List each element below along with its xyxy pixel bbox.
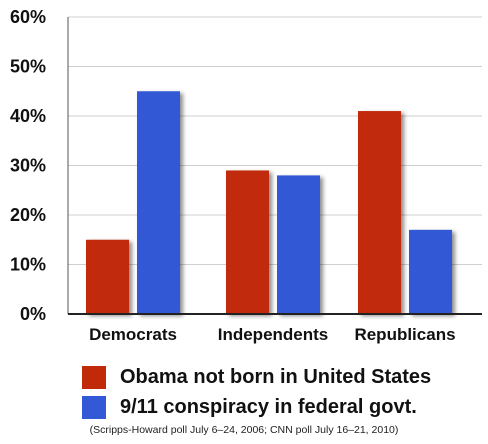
bar-obama-democrats — [86, 239, 129, 314]
x-tick-label: Independents — [218, 325, 329, 344]
legend-swatch-911 — [82, 395, 106, 419]
legend: Obama not born in United States 9/11 con… — [82, 363, 431, 423]
y-tick-label: 50% — [10, 57, 46, 77]
source-note: (Scripps-Howard poll July 6–24, 2006; CN… — [89, 424, 399, 436]
bar-911-republicans — [409, 229, 452, 314]
y-tick-label: 20% — [10, 205, 46, 225]
bar-911-independents — [277, 175, 320, 314]
legend-swatch-obama — [82, 365, 106, 389]
bar-obama-republicans — [358, 111, 401, 314]
bar-911-democrats — [137, 91, 180, 314]
y-tick-label: 30% — [10, 156, 46, 176]
legend-item-911: 9/11 conspiracy in federal govt. — [82, 393, 431, 421]
y-tick-label: 60% — [10, 7, 46, 27]
x-tick-label: Republicans — [354, 325, 455, 344]
y-tick-label: 10% — [10, 255, 46, 275]
y-tick-label: 0% — [20, 304, 46, 324]
legend-label-911: 9/11 conspiracy in federal govt. — [120, 395, 417, 418]
chart-plot: 0% 10% 20% 30% 40% 50% 60% Democrats Independent… — [10, 7, 482, 344]
x-tick-label: Democrats — [89, 325, 177, 344]
legend-item-obama: Obama not born in United States — [82, 363, 431, 391]
y-tick-label: 40% — [10, 106, 46, 126]
legend-label-obama: Obama not born in United States — [120, 365, 432, 388]
bar-obama-independents — [226, 170, 269, 314]
